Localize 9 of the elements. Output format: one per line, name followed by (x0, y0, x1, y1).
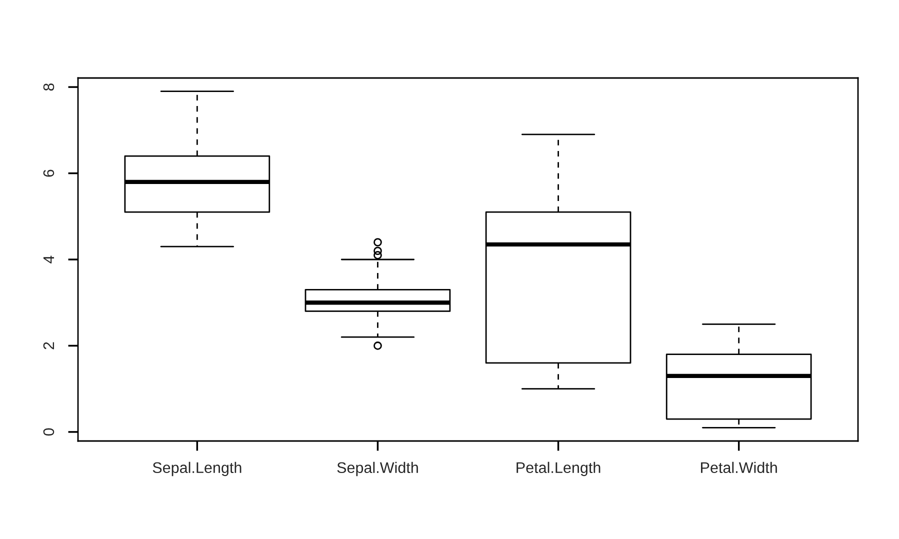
y-tick-label: 6 (43, 170, 54, 177)
x-tick-label: Petal.Width (701, 462, 777, 474)
x-tick-label: Sepal.Length (152, 462, 242, 476)
y-tick-label: 0 (43, 428, 54, 436)
x-tick-label: Petal.Length (516, 462, 600, 476)
y-tick-label: 8 (43, 83, 54, 91)
y-tick-label: 2 (43, 342, 54, 350)
x-tick-label: Sepal.Width (337, 462, 418, 476)
y-tick-label: 4 (43, 256, 54, 264)
